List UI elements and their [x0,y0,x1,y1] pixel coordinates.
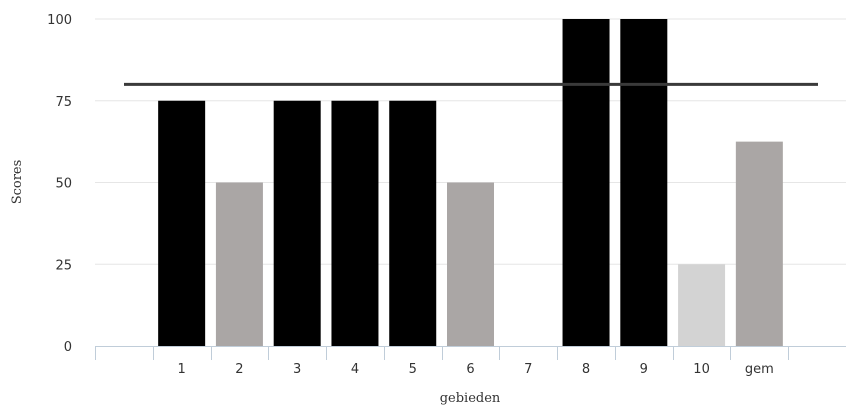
x-axis: 1 2 3 4 5 6 7 8 9 10 gem [95,346,846,377]
x-tick-label: 8 [582,362,590,377]
x-tick-label: 7 [524,362,532,377]
y-tick-label: 0 [64,340,72,355]
x-tick-label: 3 [293,362,301,377]
bar-5 [389,100,437,346]
y-axis-ticks: 0 25 50 75 100 [47,13,72,355]
x-tick-label: 9 [640,362,648,377]
bar-2 [215,182,263,346]
bar-10 [678,264,726,346]
bars [158,19,783,346]
bar-9 [620,19,668,346]
x-axis-title: gebieden [440,391,501,406]
y-tick-label: 75 [55,95,72,110]
x-tick-label: gem [745,362,774,377]
y-tick-label: 50 [55,177,72,192]
x-tick-label: 4 [351,362,359,377]
x-tick-label: 2 [235,362,243,377]
y-tick-label: 100 [47,13,72,28]
bar-gem [735,141,783,346]
x-tick-label: 5 [409,362,417,377]
bar-3 [273,100,321,346]
bar-8 [562,19,610,346]
x-tick-label: 10 [693,362,710,377]
y-axis-title: Scores [10,160,25,205]
x-tick-label: 6 [466,362,474,377]
bar-1 [158,100,206,346]
bar-6 [447,182,494,346]
bar-4 [331,100,379,346]
y-tick-label: 25 [55,258,72,273]
x-tick-label: 1 [178,362,186,377]
